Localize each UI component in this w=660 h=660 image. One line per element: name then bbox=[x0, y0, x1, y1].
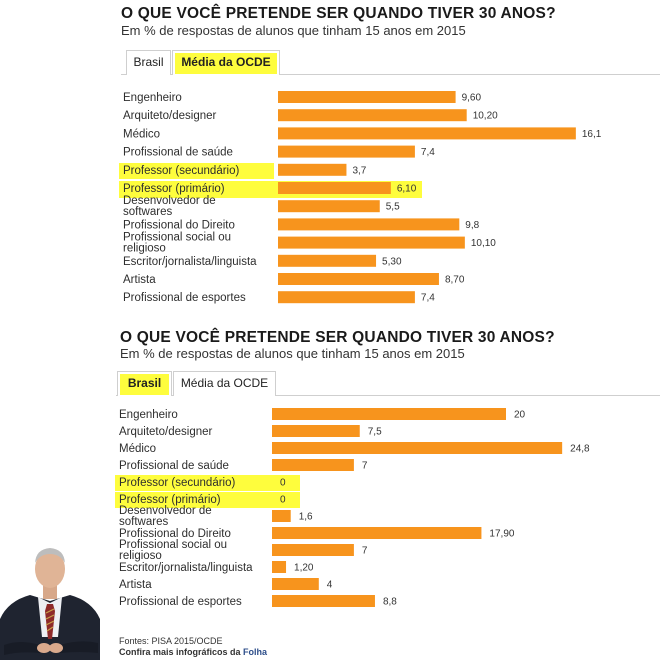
bar bbox=[272, 442, 563, 454]
chart-title: O QUE VOCÊ PRETENDE SER QUANDO TIVER 30 … bbox=[121, 5, 556, 22]
category-label: Professor (primário) bbox=[119, 494, 221, 506]
person-photo bbox=[0, 527, 100, 660]
chart-title: O QUE VOCÊ PRETENDE SER QUANDO TIVER 30 … bbox=[120, 329, 555, 346]
bar-value-label: 5,5 bbox=[386, 202, 400, 213]
bar-chart-ocde: Engenheiro 9,60 Arquiteto/designer 10,20 Méd… bbox=[123, 91, 602, 304]
category-label: Arquiteto/designer bbox=[123, 110, 217, 122]
category-label: Profissional social ou religioso bbox=[123, 232, 231, 255]
chart-panel-brasil: O QUE VOCÊ PRETENDE SER QUANDO TIVER 30 … bbox=[0, 322, 660, 622]
bar-value-label: 7,5 bbox=[368, 427, 382, 438]
bar-value-label: 8,8 bbox=[383, 597, 397, 608]
bar bbox=[278, 254, 377, 267]
category-label: Engenheiro bbox=[119, 409, 178, 421]
category-label: Profissional do Direito bbox=[123, 219, 235, 231]
bar-value-label: 7,4 bbox=[421, 147, 435, 158]
bar bbox=[272, 544, 354, 556]
bar-value-label: 8,70 bbox=[445, 275, 465, 286]
more-infographics-note: Confira mais infográficos da Folha bbox=[119, 647, 267, 657]
tabs-divider bbox=[116, 395, 660, 396]
category-label: Escritor/jornalista/linguista bbox=[123, 256, 257, 268]
category-label: Artista bbox=[119, 579, 152, 591]
category-label: Professor (primário) bbox=[123, 183, 225, 195]
bar-value-label: 0 bbox=[280, 478, 286, 489]
bar-value-label: 10,20 bbox=[473, 111, 498, 122]
bar-value-label: 0 bbox=[280, 495, 286, 506]
highlight-professor-secundario bbox=[115, 475, 300, 491]
category-label: Médico bbox=[123, 128, 160, 140]
bar bbox=[272, 578, 319, 590]
category-label: Artista bbox=[123, 274, 156, 286]
more-infographics-text: Confira mais infográficos da bbox=[119, 647, 241, 657]
bar-value-label: 4 bbox=[327, 580, 333, 591]
bar-value-label: 5,30 bbox=[382, 256, 402, 267]
bar bbox=[278, 145, 415, 158]
category-label: Profissional de saúde bbox=[119, 460, 229, 472]
folha-link[interactable]: Folha bbox=[243, 647, 268, 657]
bar bbox=[278, 182, 391, 194]
category-label: Profissional de saúde bbox=[123, 147, 233, 159]
category-label: Profissional de esportes bbox=[119, 596, 242, 608]
bar-value-label: 24,8 bbox=[570, 444, 590, 455]
source-note: Fontes: PISA 2015/OCDE bbox=[119, 636, 223, 646]
bar bbox=[272, 561, 287, 573]
category-label: Arquiteto/designer bbox=[119, 426, 213, 438]
bar bbox=[278, 109, 467, 122]
bar-value-label: 9,60 bbox=[462, 93, 482, 104]
highlight-professor-secundario bbox=[119, 163, 274, 179]
category-label: Profissional de esportes bbox=[123, 292, 246, 304]
tabs-divider bbox=[121, 74, 660, 75]
category-label: Desenvolvedor de softwares bbox=[123, 195, 216, 218]
category-label: Escritor/jornalista/linguista bbox=[119, 562, 253, 574]
bar bbox=[272, 425, 360, 437]
bar bbox=[278, 163, 347, 176]
bar bbox=[278, 273, 439, 285]
bar bbox=[272, 510, 291, 522]
bar bbox=[272, 595, 375, 607]
bar bbox=[278, 91, 456, 103]
bar bbox=[272, 459, 354, 471]
category-label: Profissional do Direito bbox=[119, 528, 231, 540]
tab-brasil[interactable]: Brasil bbox=[117, 371, 172, 396]
bar-value-label: 16,1 bbox=[582, 129, 602, 140]
bar-value-label: 6,10 bbox=[397, 184, 417, 195]
chart-subtitle: Em % de respostas de alunos que tinham 1… bbox=[120, 346, 465, 361]
bar bbox=[278, 236, 465, 249]
category-label: Profissional social ou religioso bbox=[119, 539, 227, 562]
bar bbox=[278, 218, 460, 231]
category-label: Professor (secundário) bbox=[123, 165, 239, 177]
bar-value-label: 17,90 bbox=[489, 529, 514, 540]
bar-value-label: 10,10 bbox=[471, 238, 496, 249]
bar-chart-brasil: Engenheiro 20 Arquiteto/designer 7,5 Médico 2… bbox=[119, 408, 590, 608]
bar bbox=[278, 127, 576, 140]
bar bbox=[278, 291, 415, 304]
category-label: Professor (secundário) bbox=[119, 477, 235, 489]
bar-value-label: 1,6 bbox=[299, 512, 313, 523]
bar-value-label: 7 bbox=[362, 546, 368, 557]
highlight-professor-primario bbox=[115, 492, 300, 508]
bar-value-label: 7,4 bbox=[421, 293, 435, 304]
bar-value-label: 3,7 bbox=[352, 165, 366, 176]
tab-media-ocde[interactable]: Média da OCDE bbox=[172, 50, 280, 75]
bar-value-label: 20 bbox=[514, 410, 526, 421]
bar-value-label: 9,8 bbox=[465, 220, 479, 231]
category-label: Desenvolvedor de softwares bbox=[119, 505, 212, 528]
category-label: Engenheiro bbox=[123, 92, 182, 104]
category-label: Médico bbox=[119, 443, 156, 455]
bar-value-label: 7 bbox=[362, 461, 368, 472]
chart-subtitle: Em % de respostas de alunos que tinham 1… bbox=[121, 23, 466, 38]
tab-brasil[interactable]: Brasil bbox=[126, 50, 171, 75]
bar bbox=[278, 200, 380, 213]
bar bbox=[272, 408, 506, 420]
bar bbox=[272, 527, 482, 539]
bar-value-label: 1,20 bbox=[294, 563, 314, 574]
chart-panel-ocde: O QUE VOCÊ PRETENDE SER QUANDO TIVER 30 … bbox=[0, 0, 660, 320]
tab-media-ocde[interactable]: Média da OCDE bbox=[173, 371, 276, 396]
